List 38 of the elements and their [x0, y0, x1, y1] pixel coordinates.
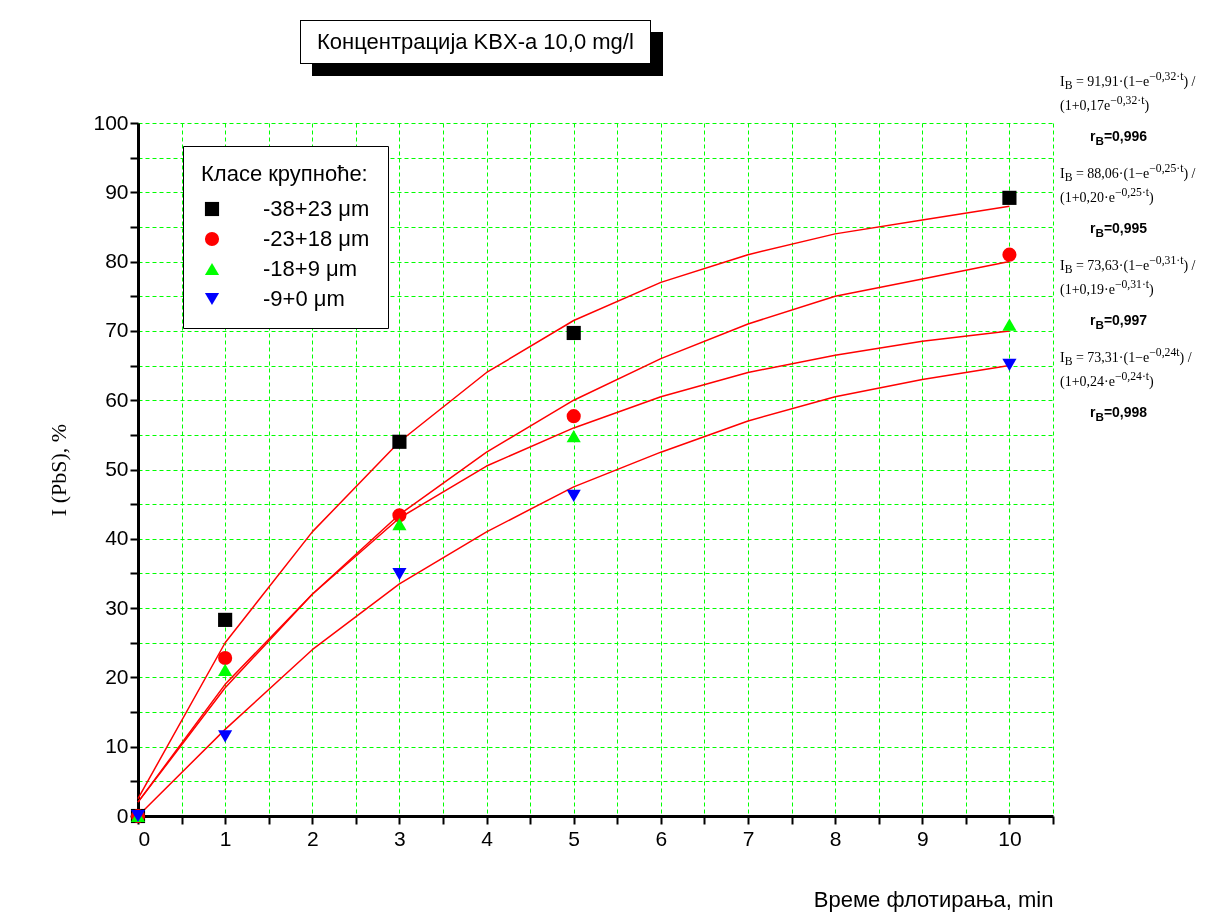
text: r$_{B}$=0,995	[1090, 220, 1148, 239]
y-tick-label: 20	[105, 664, 129, 688]
x-tick-label: 9	[916, 826, 929, 850]
x-tick-label: 7	[742, 826, 755, 850]
x-tick-label: 1	[219, 826, 232, 850]
text: I$_{B}$ = 91,91·(1−e$^{−0,32·t}$) / (1+0,17e$^{−0,32·t}$)	[1060, 70, 1196, 113]
x-tick-label: 10	[998, 826, 1022, 850]
x-tick-label: 5	[568, 826, 581, 850]
text: I$_{B}$ = 73,31·(1−e$^{−0,24t}$) / (1+0,24·e$^{−0,24·t}$)	[1060, 346, 1192, 389]
y-tick-label: 30	[105, 595, 129, 619]
y-tick-label: 70	[105, 318, 129, 342]
legend-label: -38+23 μm	[263, 196, 370, 221]
legend-label: -23+18 μm	[263, 226, 370, 251]
x-tick-label: 6	[655, 826, 668, 850]
text: r$_{B}$=0,997	[1090, 312, 1148, 331]
x-tick-label: 2	[306, 826, 319, 850]
y-tick-label: 10	[105, 734, 129, 758]
text: I$_{B}$ = 73,63·(1−e$^{−0,31·t}$) / (1+0,19·e$^{−0,31·t}$)	[1060, 254, 1196, 297]
legend-label: -9+0 μm	[263, 286, 345, 311]
chart-title: Концентрација KBX-a 10,0 mg/l	[300, 20, 651, 64]
y-tick-label: 40	[105, 526, 129, 550]
y-tick-label: 50	[105, 457, 129, 480]
x-tick-label: 8	[829, 826, 842, 850]
y-tick-label: 80	[105, 249, 129, 273]
y-tick-label: 60	[105, 387, 129, 411]
text: I$_{B}$ = 88,06·(1−e$^{−0,25·t}$) / (1+0,20·e$^{−0,25·t}$)	[1060, 162, 1196, 205]
x-axis-title: Време флотирања, min	[813, 886, 1054, 912]
x-tick-label: 3	[394, 826, 406, 850]
legend-label: -18+9 μm	[263, 256, 357, 281]
y-tick-label: 100	[93, 110, 129, 134]
text: r$_{B}$=0,998	[1090, 404, 1148, 423]
y-axis-title: I (PbS), %	[46, 423, 72, 517]
y-tick-label: 90	[105, 179, 129, 203]
x-tick-label: 0	[138, 826, 151, 850]
y-tick-label: 0	[116, 803, 129, 827]
text: r$_{B}$=0,996	[1090, 128, 1148, 147]
x-tick-label: 4	[481, 826, 494, 850]
legend-title: Класе крупноће:	[201, 161, 368, 186]
